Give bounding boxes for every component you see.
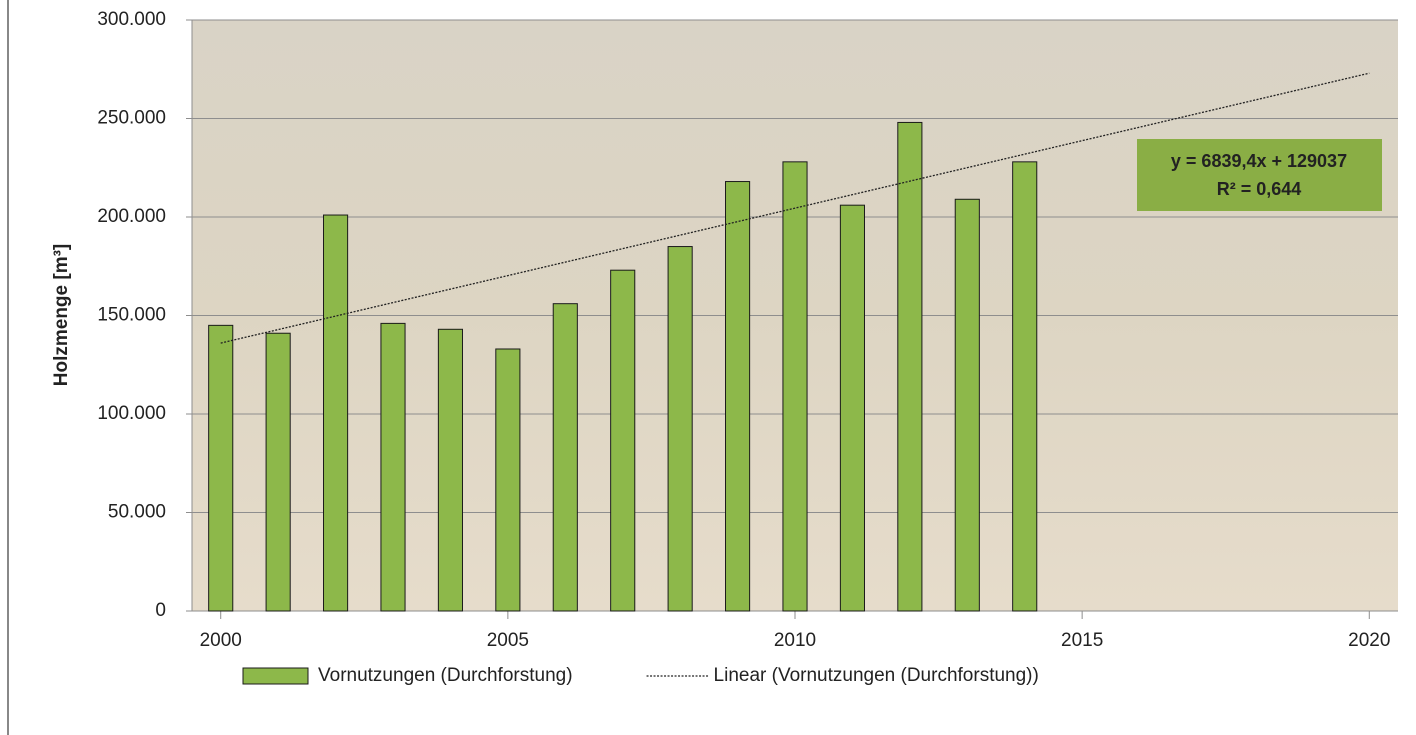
bar [265,332,291,612]
x-tick-label: 2010 [774,630,816,651]
bar [380,322,406,612]
trend-line [220,72,1370,344]
bar [667,246,693,612]
bar [437,328,463,612]
bar [839,204,865,612]
y-tick-label: 300.000 [97,9,166,30]
annotation: y = 6839,4x + 129037 [1171,151,1347,171]
legend-label: Vornutzungen (Durchforstung) [318,665,573,686]
y-tick-label: 50.000 [108,502,166,523]
bar [1012,161,1038,612]
y-tick-label: 0 [155,600,166,621]
bar [208,324,234,612]
bar [495,348,521,612]
bar [323,214,349,612]
x-tick-label: 2020 [1348,630,1390,651]
legend: Vornutzungen (Durchforstung) Linear (Vorn… [242,665,1039,686]
bar [725,181,751,612]
legend-label: Linear (Vornutzungen (Durchforstung)) [714,665,1039,686]
x-tick-label: 2005 [487,630,529,651]
annotation-box [1137,139,1382,211]
y-tick-label: 200.000 [97,206,166,227]
y-tick-label: 100.000 [97,403,166,424]
legend-swatch [242,667,309,685]
bar [782,161,808,612]
y-tick-label: 150.000 [97,305,166,326]
bar [552,303,578,612]
bar [610,269,636,612]
y-tick-label: 250.000 [97,108,166,129]
x-tick-label: 2000 [200,630,242,651]
annotation: R² = 0,644 [1217,179,1302,199]
plot: 0 50.000 100.000 150.000 200.000 250.000 300.0… [97,9,1398,651]
bar [897,121,923,612]
x-tick-label: 2015 [1061,630,1103,651]
bar [954,198,980,612]
y-axis-label: Holzmenge [m³] [51,244,72,387]
